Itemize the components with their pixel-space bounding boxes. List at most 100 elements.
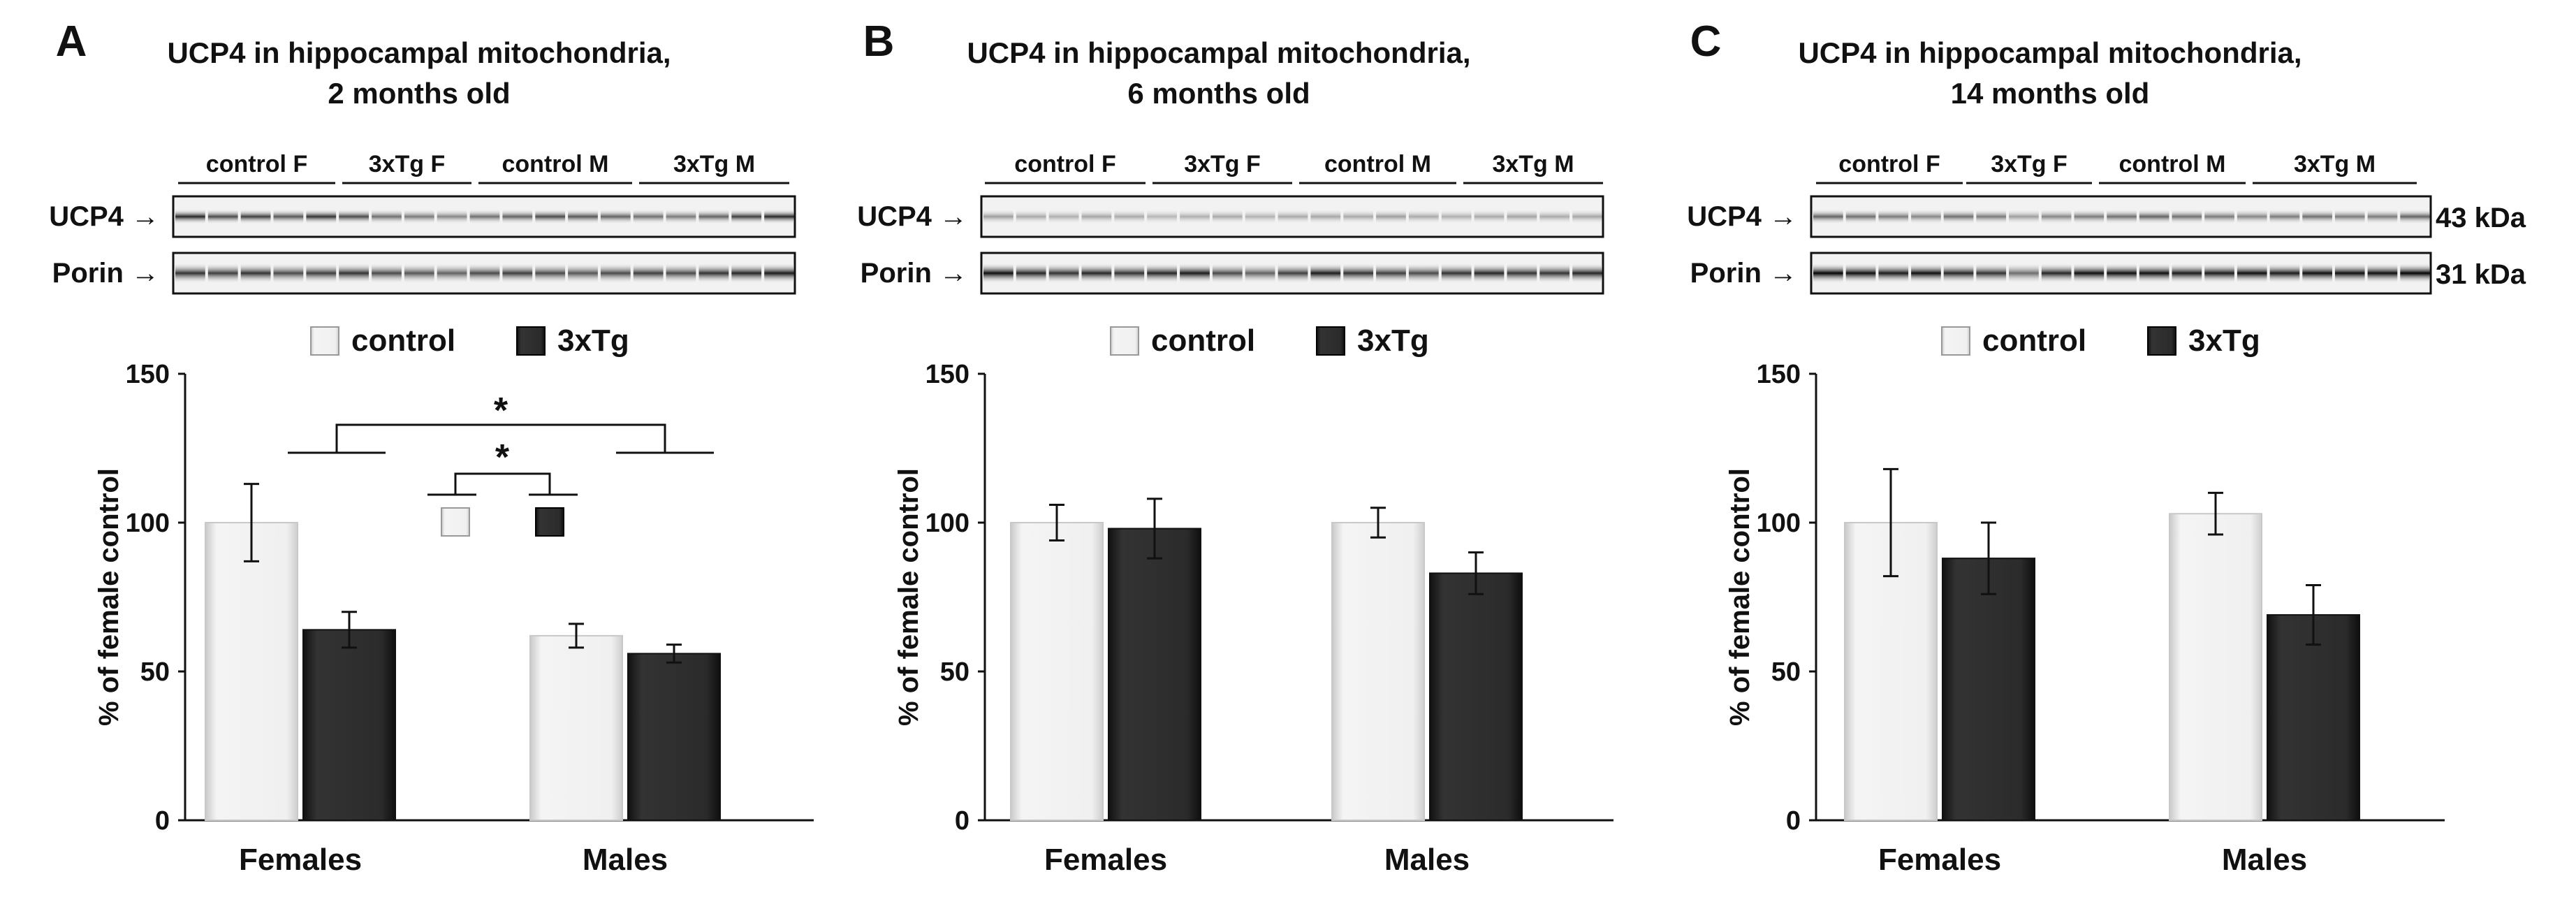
legend-label-3xtg: 3xTg [2188, 323, 2260, 358]
porin-band-lane-1 [983, 263, 1013, 284]
bar-3xtg-females [302, 629, 396, 821]
ucp4-band-lane-5 [1114, 209, 1145, 224]
x-category-label: Females [1044, 843, 1167, 877]
porin-band-lane-10 [469, 263, 500, 284]
porin-band-lane-4 [1911, 263, 1941, 284]
porin-band-lane-6 [1976, 263, 2007, 284]
ucp4-band-lane-4 [1911, 209, 1941, 224]
significance-bracket-genotype [427, 472, 578, 496]
y-tick-label: 0 [155, 806, 170, 836]
ucp4-band-lane-14 [2237, 209, 2267, 224]
legend-swatch-control [310, 326, 339, 356]
arrow-icon: → [939, 258, 967, 289]
ucp4-band-lane-17 [1507, 209, 1537, 224]
legend-label-control: control [351, 323, 455, 358]
ucp4-band-lane-8 [2041, 209, 2072, 224]
porin-band-lane-7 [2009, 263, 2039, 284]
blot-group-label: control F [1838, 151, 1940, 177]
chart-title-line-2: 2 months old [328, 77, 510, 110]
y-tick-label: 50 [940, 657, 969, 687]
y-axis-label: % of female control [94, 468, 124, 726]
bar-control-females [205, 522, 298, 821]
legend-swatch-3xtg [516, 326, 546, 356]
ucp4-band-lane-16 [1474, 209, 1505, 224]
bar-3xtg-females [1942, 558, 2035, 821]
x-category-label: Females [1878, 843, 2001, 877]
porin-band-lane-8 [404, 263, 434, 284]
kda-label-43: 43 kDa [2436, 203, 2526, 233]
significance-star-sex: * [494, 391, 508, 431]
blot-row-label: Porin → [52, 258, 159, 289]
arrow-icon: → [1769, 201, 1797, 232]
y-tick-label: 100 [126, 509, 170, 538]
ucp4-band-lane-15 [2269, 209, 2300, 224]
bar-control-males [2169, 513, 2262, 821]
porin-band-lane-8 [1212, 263, 1243, 284]
bar-control-females [1010, 522, 1104, 821]
chart-title-line-1: UCP4 in hippocampal mitochondria, [1798, 36, 2301, 69]
ucp4-band-lane-4 [1081, 209, 1112, 224]
porin-band-lane-2 [1845, 263, 1876, 284]
chart-title-line-2: 6 months old [1127, 77, 1310, 110]
ucp4-band-lane-2 [1845, 209, 1876, 224]
ucp4-band-lane-7 [2009, 209, 2039, 224]
blot-group-label: 3xTg M [1492, 151, 1574, 177]
arrow-icon: → [131, 258, 159, 289]
blot-row-label: Porin → [861, 258, 967, 289]
x-category-label: Males [2222, 843, 2307, 877]
blot-row-name: Porin [1690, 258, 1769, 289]
ucp4-band-lane-1 [175, 209, 205, 224]
blot-group-label: 3xTg M [2294, 151, 2376, 177]
porin-band-lane-17 [698, 263, 729, 284]
blot-group-label: 3xTg F [1184, 151, 1261, 177]
arrow-icon: → [1769, 258, 1797, 289]
ucp4-band-lane-12 [535, 209, 566, 224]
porin-band-lane-19 [1572, 263, 1602, 284]
porin-band-lane-9 [1245, 263, 1275, 284]
ucp4-band-lane-2 [207, 209, 238, 224]
y-tick-label: 0 [1786, 806, 1801, 836]
blot-row-name: UCP4 [1687, 201, 1769, 232]
porin-band-lane-5 [1114, 263, 1145, 284]
blot-group-label: 3xTg F [1991, 151, 2068, 177]
ucp4-band-lane-17 [2334, 209, 2365, 224]
porin-band-lane-7 [372, 263, 402, 284]
ucp4-band-lane-18 [2367, 209, 2398, 224]
porin-band-lane-2 [1016, 263, 1046, 284]
ucp4-band-lane-19 [1572, 209, 1602, 224]
panel-letter: A [56, 17, 87, 66]
panel-a: A UCP4 in hippocampal mitochondria, 2 mont… [49, 17, 814, 877]
bracket-swatch-control [441, 507, 470, 537]
ucp4-band-lane-3 [1878, 209, 1909, 224]
porin-band-lane-18 [1539, 263, 1570, 284]
bar-3xtg-males [1429, 572, 1523, 821]
ucp4-band-lane-5 [1943, 209, 1974, 224]
y-tick-label: 50 [140, 657, 170, 687]
bar-3xtg-males [627, 653, 721, 821]
porin-band-lane-15 [1441, 263, 1472, 284]
ucp4-band-lane-2 [1016, 209, 1046, 224]
porin-band-lane-6 [1147, 263, 1177, 284]
ucp4-band-lane-9 [1245, 209, 1275, 224]
chart-title-line-1: UCP4 in hippocampal mitochondria, [967, 36, 1470, 69]
panel-letter: C [1690, 17, 1722, 66]
panel-letter: B [863, 17, 895, 66]
bar-3xtg-females [1108, 528, 1201, 822]
porin-band-lane-13 [568, 263, 598, 284]
porin-band-lane-12 [1343, 263, 1374, 284]
ucp4-band-lane-16 [2302, 209, 2332, 224]
ucp4-band-lane-15 [1441, 209, 1472, 224]
arrow-icon: → [131, 201, 159, 232]
ucp4-band-lane-4 [273, 209, 304, 224]
ucp4-band-lane-8 [404, 209, 434, 224]
ucp4-band-lane-7 [372, 209, 402, 224]
porin-band-lane-14 [600, 263, 631, 284]
x-category-label: Males [1384, 843, 1470, 877]
porin-band-lane-15 [2269, 263, 2300, 284]
porin-band-lane-1 [1813, 263, 1843, 284]
bracket-swatch-3xtg [535, 507, 564, 537]
blot-row-label: Porin → [1690, 258, 1797, 289]
panel-c: C UCP4 in hippocampal mitochondria, 14 mon… [1687, 17, 2526, 877]
y-axis-label: % of female control [1725, 468, 1755, 726]
ucp4-band-lane-9 [437, 209, 467, 224]
